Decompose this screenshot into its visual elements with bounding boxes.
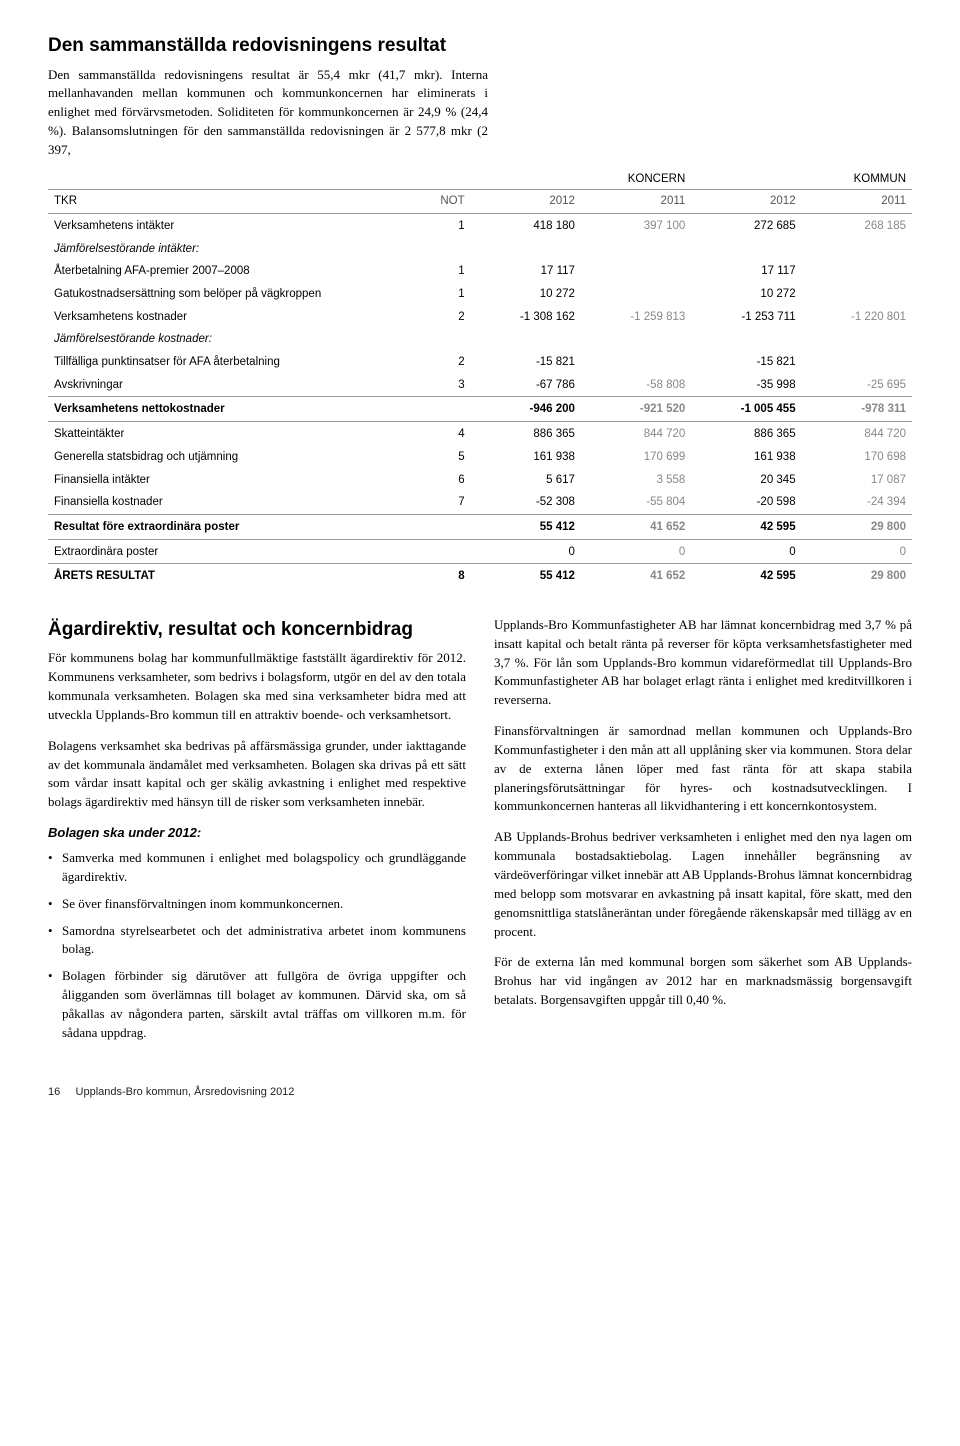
table-row: Jämförelsestörande kostnader: — [48, 328, 411, 351]
bullet-list: Samverka med kommunen i enlighet med bol… — [48, 849, 466, 1043]
section1-heading: Den sammanställda redovisningens resulta… — [48, 32, 488, 60]
col-group-koncern: KONCERN — [471, 168, 692, 190]
table-row: Tillfälliga punktinsatser för AFA återbe… — [48, 351, 411, 374]
footer-text: Upplands-Bro kommun, Årsredovisning 2012 — [76, 1086, 295, 1098]
table-row: Extraordinära poster — [48, 539, 411, 564]
s2-left-p1: För kommunens bolag har kommunfullmäktig… — [48, 649, 466, 724]
list-item: Samverka med kommunen i enlighet med bol… — [48, 849, 466, 887]
table-row: Jämförelsestörande intäkter: — [48, 238, 411, 261]
s2-right-p4: För de externa lån med kommunal borgen s… — [494, 953, 912, 1010]
th-2011b: 2011 — [802, 190, 912, 214]
s2-left-sub: Bolagen ska under 2012: — [48, 824, 466, 843]
page-footer: 16 Upplands-Bro kommun, Årsredovisning 2… — [48, 1085, 912, 1101]
col-group-kommun: KOMMUN — [691, 168, 912, 190]
table-row: Finansiella intäkter — [48, 469, 411, 492]
th-2011a: 2011 — [581, 190, 691, 214]
s2-right-p3: AB Upplands-Brohus bedriver verksamheten… — [494, 828, 912, 941]
table-row: Gatukostnadsersättning som belöper på vä… — [48, 283, 411, 306]
table-row: Resultat före extraordinära poster — [48, 514, 411, 539]
th-2012a: 2012 — [471, 190, 581, 214]
section1-paragraph: Den sammanställda redovisningens resulta… — [48, 66, 488, 160]
list-item: Se över finansförvaltningen inom kommunk… — [48, 895, 466, 914]
table-row: ÅRETS RESULTAT — [48, 564, 411, 588]
table-row: Verksamhetens kostnader — [48, 306, 411, 329]
s2-left-p2: Bolagens verksamhet ska bedrivas på affä… — [48, 737, 466, 812]
table-row: Generella statsbidrag och utjämning — [48, 446, 411, 469]
table-row: Skatteintäkter — [48, 422, 411, 446]
s2-right-p2: Finansförvaltningen är samordnad mellan … — [494, 722, 912, 816]
list-item: Samordna styrelsearbetet och det adminis… — [48, 922, 466, 960]
section2-heading: Ägardirektiv, resultat och koncernbidrag — [48, 616, 466, 644]
result-table: KONCERN KOMMUN TKR NOT 2012 2011 2012 20… — [48, 168, 912, 588]
page-number: 16 — [48, 1086, 60, 1098]
table-row: Återbetalning AFA-premier 2007–2008 — [48, 260, 411, 283]
table-row: Avskrivningar — [48, 374, 411, 397]
table-row: Verksamhetens nettokostnader — [48, 397, 411, 422]
s2-right-p1: Upplands-Bro Kommunfastigheter AB har lä… — [494, 616, 912, 710]
table-row: Finansiella kostnader — [48, 491, 411, 514]
table-row: Verksamhetens intäkter — [48, 214, 411, 238]
th-tkr: TKR — [48, 190, 411, 214]
th-not: NOT — [411, 190, 471, 214]
list-item: Bolagen förbinder sig därutöver att full… — [48, 967, 466, 1042]
th-2012b: 2012 — [691, 190, 801, 214]
